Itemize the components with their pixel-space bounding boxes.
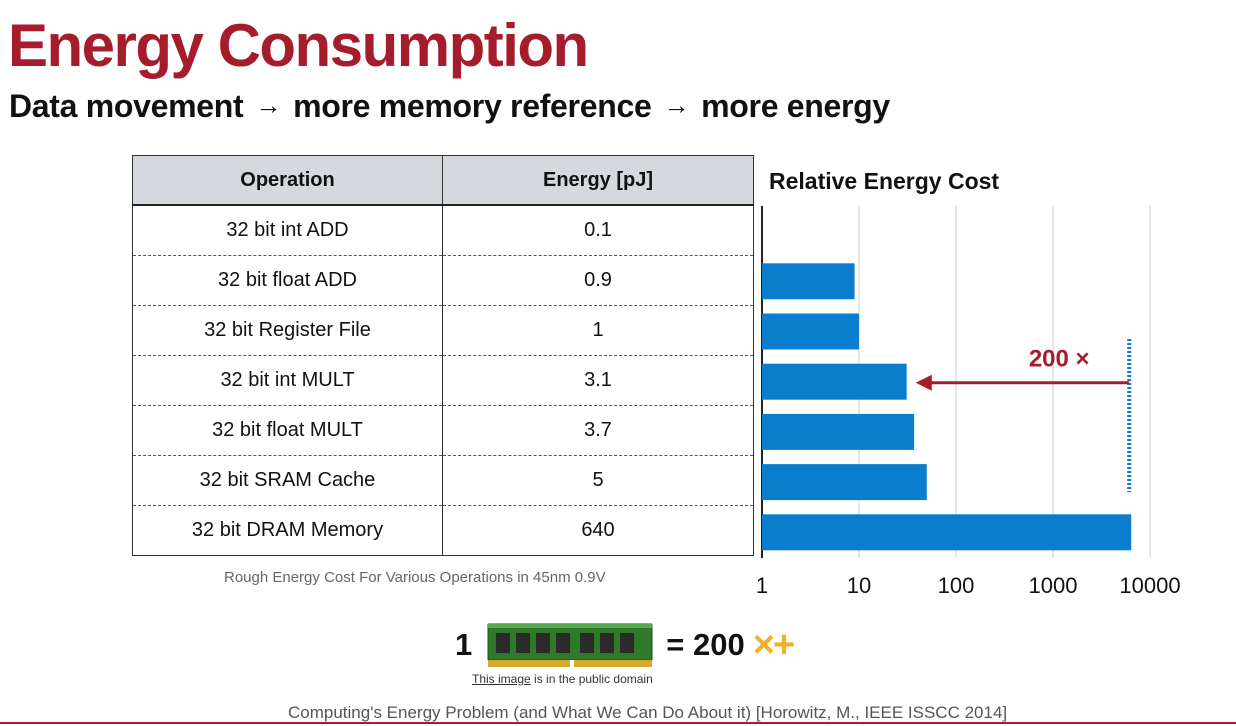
x-tick-label: 1000 — [1029, 573, 1078, 598]
table-caption: Rough Energy Cost For Various Operations… — [224, 569, 606, 586]
operation-cell: 32 bit float ADD — [132, 255, 443, 306]
bar — [762, 263, 855, 300]
bar — [762, 363, 907, 400]
table-row: 32 bit int ADD 0.1 — [132, 204, 754, 256]
energy-cell: 5 — [442, 455, 754, 506]
subtitle-part-1: Data movement — [9, 88, 244, 124]
x-tick-label: 10000 — [1119, 573, 1180, 598]
operation-cell: 32 bit int ADD — [132, 204, 443, 256]
operation-cell: 32 bit int MULT — [132, 355, 443, 406]
right-arrow-icon: → — [255, 90, 282, 120]
image-credit: This image is in the public domain — [472, 672, 653, 686]
table-row: 32 bit Register File 1 — [132, 305, 754, 356]
energy-cell: 640 — [442, 505, 754, 556]
table-row: 32 bit SRAM Cache 5 — [132, 455, 754, 506]
memory-count: 1 — [455, 627, 473, 662]
slide-title: Energy Consumption — [8, 12, 589, 79]
bar — [762, 464, 927, 501]
bar — [762, 313, 859, 350]
annotation-arrow-head — [915, 374, 932, 391]
energy-cell: 0.1 — [442, 204, 754, 256]
subtitle-part-3: more energy — [701, 88, 890, 124]
ram-module-icon — [487, 623, 653, 667]
energy-cell: 3.1 — [442, 355, 754, 406]
table-row: 32 bit float MULT 3.7 — [132, 405, 754, 456]
annotation-label: 200 × — [1029, 346, 1090, 373]
chart-title: Relative Energy Cost — [769, 168, 1000, 194]
table-row: 32 bit DRAM Memory 640 — [132, 505, 754, 556]
header-operation: Operation — [132, 155, 443, 206]
subtitle-part-2: more memory reference — [293, 88, 652, 124]
bar — [762, 514, 1132, 551]
energy-cell: 3.7 — [442, 405, 754, 456]
header-energy: Energy [pJ] — [442, 155, 754, 206]
x-tick-label: 1 — [756, 573, 768, 598]
right-arrow-icon: → — [663, 90, 690, 120]
slide-subtitle: Data movement → more memory reference → more… — [9, 86, 890, 128]
memory-equals-text: = 200 — [666, 627, 745, 662]
operation-cell: 32 bit Register File — [132, 305, 443, 356]
operation-cell: 32 bit float MULT — [132, 405, 443, 456]
image-credit-text: is in the public domain — [530, 672, 653, 686]
operations-symbols: ×+ — [752, 623, 795, 666]
footer-rule — [0, 722, 1236, 724]
operation-cell: 32 bit SRAM Cache — [132, 455, 443, 506]
energy-cell: 1 — [442, 305, 754, 356]
energy-table: Operation Energy [pJ] 32 bit int ADD 0.1… — [132, 155, 754, 556]
citation: Computing's Energy Problem (and What We … — [288, 703, 1008, 722]
table-header-row: Operation Energy [pJ] — [132, 155, 754, 206]
image-credit-link[interactable]: This image — [472, 672, 531, 686]
table-row: 32 bit int MULT 3.1 — [132, 355, 754, 406]
relative-energy-chart: 1 10 100 1000 10000 200 × — [756, 206, 1181, 598]
energy-cell: 0.9 — [442, 255, 754, 306]
x-tick-label: 10 — [847, 573, 871, 598]
x-tick-label: 100 — [938, 573, 975, 598]
operation-cell: 32 bit DRAM Memory — [132, 505, 443, 556]
table-row: 32 bit float ADD 0.9 — [132, 255, 754, 306]
bar — [762, 413, 915, 450]
memory-equation: 1 = 200 ×+ — [455, 620, 795, 670]
